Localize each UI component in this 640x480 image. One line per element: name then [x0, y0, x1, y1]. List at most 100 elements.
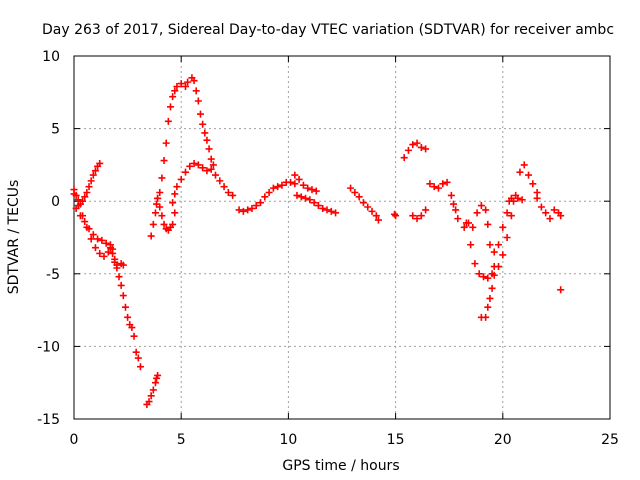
data-point — [516, 168, 524, 176]
data-point — [507, 212, 515, 220]
data-point — [484, 303, 492, 311]
x-tick-label: 15 — [387, 432, 405, 448]
data-point — [106, 241, 114, 249]
data-point — [434, 184, 442, 192]
data-point — [98, 236, 106, 244]
data-point — [482, 206, 490, 214]
data-point — [196, 110, 204, 118]
y-tick-label: 10 — [42, 49, 60, 65]
data-point — [160, 220, 168, 228]
data-point — [490, 248, 498, 256]
data-point — [184, 78, 192, 86]
data-point — [158, 174, 166, 182]
data-point — [194, 161, 202, 169]
data-point — [239, 207, 247, 215]
data-point — [310, 199, 318, 207]
data-point — [295, 175, 303, 183]
data-point — [291, 180, 299, 188]
data-point — [557, 286, 565, 294]
data-point — [224, 188, 232, 196]
data-point — [130, 332, 138, 340]
series-isolated-22-7 — [557, 286, 565, 294]
data-point — [391, 210, 399, 218]
data-point — [186, 162, 194, 170]
series-arc-22-6 — [550, 206, 565, 220]
y-tick-label: -10 — [37, 339, 60, 355]
data-point — [156, 203, 164, 211]
data-point — [293, 191, 301, 199]
data-point — [70, 190, 78, 198]
data-point — [460, 223, 468, 231]
x-axis-label: GPS time / hours — [282, 458, 399, 474]
data-point — [203, 167, 211, 175]
data-point — [85, 183, 93, 191]
data-point — [449, 200, 457, 208]
data-point — [400, 154, 408, 162]
series-arc-22 — [533, 194, 554, 223]
data-point — [79, 197, 87, 205]
series-arc-10-12-low — [293, 191, 340, 217]
data-point — [473, 209, 481, 217]
data-point — [121, 303, 129, 311]
data-point — [194, 97, 202, 105]
series-arc-deep-low — [143, 371, 162, 408]
data-point — [85, 225, 93, 233]
data-point — [469, 223, 477, 231]
x-tick-label: 25 — [601, 432, 619, 448]
series-arc-rising-early — [70, 159, 104, 208]
data-point — [503, 234, 511, 241]
data-point — [171, 190, 179, 198]
data-point — [89, 231, 97, 239]
series-arc-13-14 — [347, 184, 382, 224]
data-point — [319, 204, 327, 212]
data-point — [158, 212, 166, 220]
data-point — [151, 379, 159, 387]
data-point — [132, 348, 140, 356]
data-point — [96, 249, 104, 257]
data-point — [499, 223, 507, 231]
data-point — [181, 82, 189, 90]
series-arc-around-8-11 — [235, 178, 299, 215]
data-point — [81, 193, 89, 201]
data-point — [169, 93, 177, 101]
data-point — [201, 129, 209, 137]
data-point — [117, 281, 125, 289]
data-point — [87, 235, 95, 243]
data-point — [488, 284, 496, 292]
data-point — [261, 193, 269, 201]
y-tick-label: -15 — [37, 412, 60, 428]
data-point — [495, 241, 503, 249]
data-point — [154, 371, 162, 379]
data-point — [364, 203, 372, 211]
data-point — [368, 207, 376, 215]
data-point — [104, 248, 112, 256]
data-point — [166, 103, 174, 111]
data-point — [359, 199, 367, 207]
data-point — [145, 398, 153, 406]
data-point — [76, 212, 84, 220]
y-tick-label: -5 — [46, 267, 60, 283]
y-tick-label: 0 — [51, 194, 60, 210]
data-point — [81, 218, 89, 226]
series-arc-mid — [169, 159, 237, 207]
data-point — [475, 270, 483, 278]
data-point — [199, 120, 207, 128]
data-point — [537, 203, 545, 211]
data-point — [372, 212, 380, 220]
data-point — [136, 363, 144, 371]
data-point — [404, 146, 412, 154]
data-point — [96, 159, 104, 167]
data-point — [190, 77, 198, 85]
data-point — [409, 212, 417, 220]
data-point — [374, 216, 382, 224]
data-point — [113, 264, 121, 272]
data-point — [87, 177, 95, 185]
data-point — [207, 165, 215, 173]
x-tick-label: 10 — [279, 432, 297, 448]
data-point — [252, 202, 260, 210]
data-point — [160, 157, 168, 165]
data-point — [83, 188, 91, 196]
data-point — [486, 241, 494, 249]
